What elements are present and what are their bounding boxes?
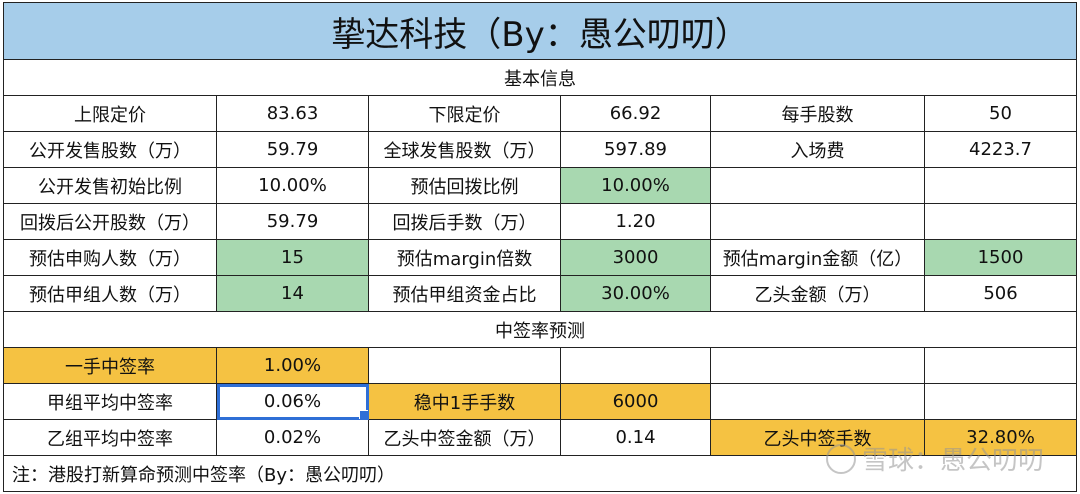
cell-value[interactable]: 0.14: [561, 420, 711, 456]
cell-label[interactable]: 乙头金额（万）: [711, 276, 925, 312]
cell-empty[interactable]: [711, 204, 925, 240]
cell-label[interactable]: 乙头中签金额（万）: [369, 420, 561, 456]
cell-input-value[interactable]: 15: [217, 240, 369, 276]
cell-value[interactable]: 597.89: [561, 132, 711, 168]
cell-label[interactable]: 上限定价: [3, 96, 217, 132]
table-row: 乙组平均中签率 0.02% 乙头中签金额（万） 0.14 乙头中签手数 32.8…: [3, 420, 1077, 456]
cell-value[interactable]: 10.00%: [217, 168, 369, 204]
cell-input-value[interactable]: 14: [217, 276, 369, 312]
cell-label[interactable]: 预估甲组资金占比: [369, 276, 561, 312]
table-row: 上限定价 83.63 下限定价 66.92 每手股数 50: [3, 96, 1077, 132]
cell-empty[interactable]: [711, 168, 925, 204]
table-row: 一手中签率 1.00%: [3, 348, 1077, 384]
cell-label[interactable]: 入场费: [711, 132, 925, 168]
cell-label[interactable]: 甲组平均中签率: [3, 384, 217, 420]
cell-label[interactable]: 稳中1手手数: [369, 384, 561, 420]
cell-empty[interactable]: [711, 384, 925, 420]
table-row: 甲组平均中签率 0.06% 稳中1手手数 6000: [3, 384, 1077, 420]
cell-empty[interactable]: [925, 348, 1077, 384]
cell-value[interactable]: 506: [925, 276, 1077, 312]
section-basic-info[interactable]: 基本信息: [3, 60, 1077, 96]
cell-input-value[interactable]: 1500: [925, 240, 1077, 276]
selected-cell[interactable]: 0.06%: [217, 384, 369, 420]
cell-value[interactable]: 83.63: [217, 96, 369, 132]
cell-label[interactable]: 预估margin金额（亿）: [711, 240, 925, 276]
section-header-row: 基本信息: [3, 60, 1077, 96]
cell-empty[interactable]: [711, 348, 925, 384]
cell-label[interactable]: 乙组平均中签率: [3, 420, 217, 456]
watermark: 雪球：愚公叨叨: [825, 440, 1044, 477]
cell-empty[interactable]: [925, 204, 1077, 240]
cell-label[interactable]: 全球发售股数（万）: [369, 132, 561, 168]
cell-input-value[interactable]: 30.00%: [561, 276, 711, 312]
cell-label[interactable]: 预估回拨比例: [369, 168, 561, 204]
cell-label[interactable]: 回拨后公开股数（万）: [3, 204, 217, 240]
cell-label[interactable]: 下限定价: [369, 96, 561, 132]
table-row: 公开发售初始比例 10.00% 预估回拨比例 10.00%: [3, 168, 1077, 204]
cell-label[interactable]: 一手中签率: [3, 348, 217, 384]
cell-result-value[interactable]: 32.80%: [925, 420, 1077, 456]
cell-result-value[interactable]: 1.00%: [217, 348, 369, 384]
cell-label[interactable]: 每手股数: [711, 96, 925, 132]
footnote: 注：港股打新算命预测中签率（By：愚公叨叨）: [3, 456, 1077, 492]
cell-label[interactable]: 公开发售初始比例: [3, 168, 217, 204]
watermark-text: 雪球：愚公叨叨: [861, 446, 1044, 476]
cell-result-value[interactable]: 6000: [561, 384, 711, 420]
selected-cell-value: 0.06%: [263, 391, 322, 412]
cell-value[interactable]: 1.20: [561, 204, 711, 240]
cell-label[interactable]: 预估申购人数（万）: [3, 240, 217, 276]
table-row: 预估申购人数（万） 15 预估margin倍数 3000 预估margin金额（…: [3, 240, 1077, 276]
cell-value[interactable]: 66.92: [561, 96, 711, 132]
cell-label[interactable]: 预估margin倍数: [369, 240, 561, 276]
table-row: 公开发售股数（万） 59.79 全球发售股数（万） 597.89 入场费 422…: [3, 132, 1077, 168]
cell-empty[interactable]: [369, 348, 561, 384]
cell-label[interactable]: 公开发售股数（万）: [3, 132, 217, 168]
cell-empty[interactable]: [925, 168, 1077, 204]
cell-label[interactable]: 预估甲组人数（万）: [3, 276, 217, 312]
section-header-row: 中签率预测: [3, 312, 1077, 348]
cell-input-value[interactable]: 10.00%: [561, 168, 711, 204]
cell-empty[interactable]: [561, 348, 711, 384]
cell-value[interactable]: 59.79: [217, 204, 369, 240]
section-prediction[interactable]: 中签率预测: [3, 312, 1077, 348]
table-row: 回拨后公开股数（万） 59.79 回拨后手数（万） 1.20: [3, 204, 1077, 240]
cell-value[interactable]: 4223.7: [925, 132, 1077, 168]
cell-value[interactable]: 59.79: [217, 132, 369, 168]
table-row: 预估甲组人数（万） 14 预估甲组资金占比 30.00% 乙头金额（万） 506: [3, 276, 1077, 312]
cell-value[interactable]: 50: [925, 96, 1077, 132]
sheet-title: 挚达科技（By：愚公叨叨）: [3, 2, 1077, 60]
cell-value[interactable]: 0.02%: [217, 420, 369, 456]
cell-label[interactable]: 回拨后手数（万）: [369, 204, 561, 240]
fill-handle[interactable]: [359, 410, 368, 419]
snowball-logo-icon: [825, 443, 856, 474]
cell-empty[interactable]: [925, 384, 1077, 420]
cell-input-value[interactable]: 3000: [561, 240, 711, 276]
